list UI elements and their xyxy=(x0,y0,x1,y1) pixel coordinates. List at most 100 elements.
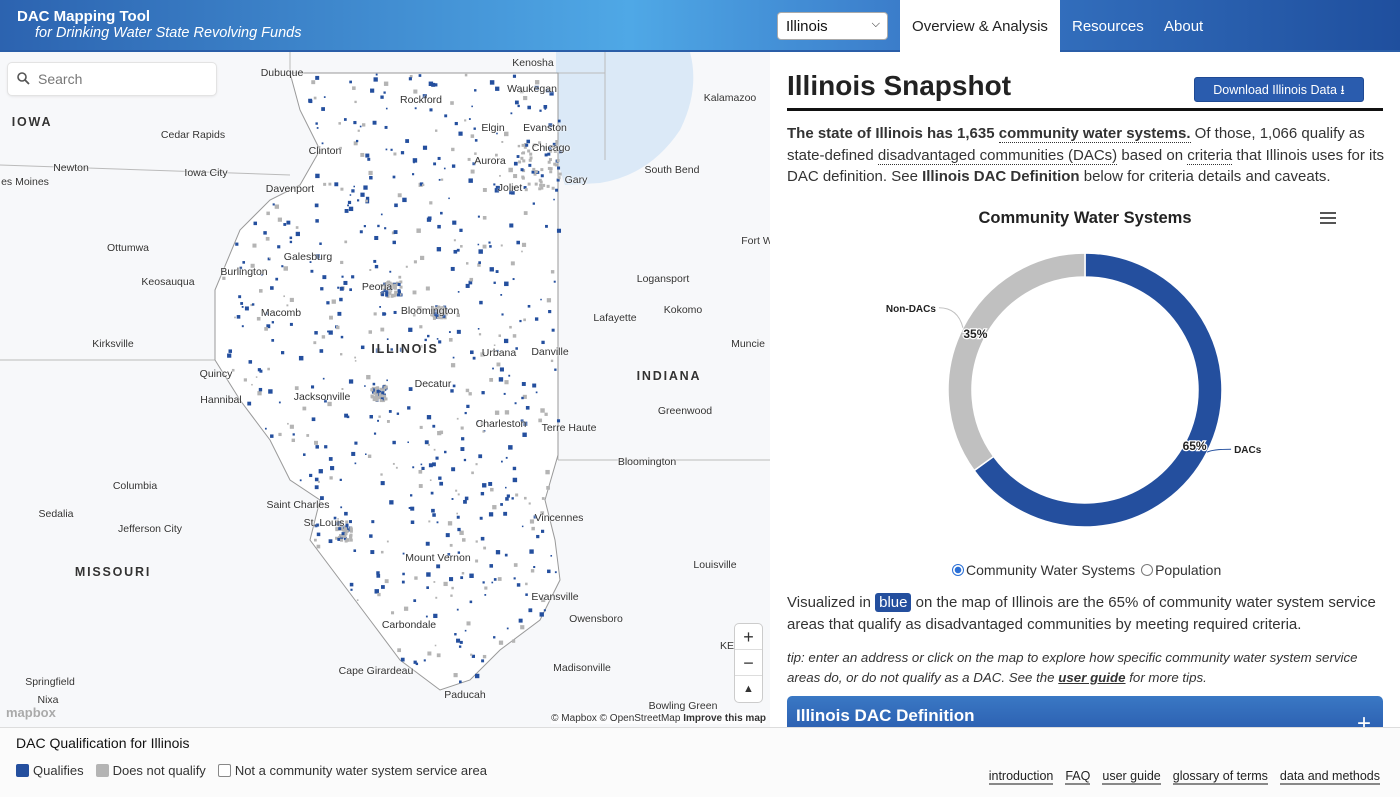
service-area xyxy=(277,217,282,222)
compass-button[interactable]: ▲ xyxy=(743,683,754,695)
service-area xyxy=(340,520,344,524)
service-area xyxy=(351,189,355,193)
service-area xyxy=(430,305,434,309)
service-area xyxy=(315,122,318,125)
service-area xyxy=(371,395,375,399)
link-glossary[interactable]: glossary of terms xyxy=(1172,769,1268,785)
service-area xyxy=(555,142,559,146)
tab-about[interactable]: About xyxy=(1164,17,1204,35)
service-area xyxy=(351,451,356,456)
service-area xyxy=(456,313,460,317)
user-guide-link[interactable]: user guide xyxy=(1058,670,1126,685)
service-area xyxy=(540,511,545,516)
cws-term-link[interactable]: community water systems. xyxy=(998,125,1191,143)
map-label: Rockford xyxy=(399,94,443,106)
service-area xyxy=(459,228,463,232)
state-select-value: Illinois xyxy=(786,18,828,35)
service-area xyxy=(533,143,537,147)
app-subtitle: for Drinking Water State Revolving Funds xyxy=(35,25,302,41)
legend: Qualifies Does not qualify Not a communi… xyxy=(16,763,499,778)
definition-accordion[interactable]: Illinois DAC Definition + xyxy=(787,696,1383,727)
service-area xyxy=(475,540,478,543)
state-select[interactable]: Illinois ⌵ xyxy=(777,12,888,40)
service-area xyxy=(373,259,377,263)
service-area xyxy=(546,298,552,303)
service-area xyxy=(481,391,485,395)
service-area xyxy=(350,588,353,591)
map-label: Decatur xyxy=(414,378,452,390)
legend-not-qualify: Does not qualify xyxy=(112,763,206,778)
service-area xyxy=(340,187,344,191)
expand-icon[interactable]: + xyxy=(1356,710,1371,727)
service-area xyxy=(323,399,327,403)
service-area xyxy=(402,572,405,576)
map-label: Waukegan xyxy=(507,83,557,95)
service-area xyxy=(343,537,347,541)
service-area xyxy=(422,145,428,150)
radio-cws[interactable]: Community Water Systems xyxy=(952,562,1135,578)
service-area xyxy=(495,550,501,555)
service-area xyxy=(266,324,271,329)
service-area xyxy=(338,535,342,539)
service-area xyxy=(480,536,485,541)
service-area xyxy=(234,316,236,319)
service-area xyxy=(543,146,547,150)
service-area xyxy=(528,608,533,613)
service-area xyxy=(437,224,441,229)
service-area xyxy=(556,228,562,233)
service-area xyxy=(456,248,460,252)
service-area xyxy=(390,348,393,351)
link-data-methods[interactable]: data and methods xyxy=(1279,769,1380,785)
dac-term-link[interactable]: disadvantaged communities (DACs) xyxy=(877,146,1118,165)
app-title: DAC Mapping Tool xyxy=(17,8,151,25)
map-canvas[interactable] xyxy=(0,52,770,727)
download-data-button[interactable]: Download Illinois Data ⭳ xyxy=(1194,77,1364,102)
link-user-guide[interactable]: user guide xyxy=(1102,769,1161,785)
attribution-text[interactable]: © Mapbox © OpenStreetMap xyxy=(551,713,681,724)
service-area xyxy=(450,363,456,368)
service-area xyxy=(360,345,365,350)
service-area xyxy=(472,162,476,166)
service-area xyxy=(394,290,398,294)
link-faq[interactable]: FAQ xyxy=(1065,769,1091,785)
mapbox-logo[interactable]: mapbox xyxy=(6,705,56,720)
link-introduction[interactable]: introduction xyxy=(988,769,1054,785)
service-area xyxy=(330,466,335,471)
service-area xyxy=(418,484,423,488)
service-area xyxy=(495,185,501,191)
service-area xyxy=(270,434,274,438)
service-area xyxy=(309,99,313,104)
service-area xyxy=(419,182,424,186)
zoom-in-button[interactable]: + xyxy=(735,624,762,650)
service-area xyxy=(550,359,554,363)
service-area xyxy=(436,338,439,340)
service-area xyxy=(345,520,349,524)
radio-population[interactable]: Population xyxy=(1141,562,1221,578)
service-area xyxy=(468,280,473,285)
map[interactable]: Kenosha Dubuque Waukegan Rockford Kalamazoo I… xyxy=(0,52,770,727)
service-area xyxy=(538,178,542,182)
service-area xyxy=(460,557,462,560)
service-area xyxy=(557,176,561,180)
criteria-link[interactable]: criteria xyxy=(1187,146,1233,165)
improve-map-link[interactable]: Improve this map xyxy=(683,713,766,724)
radio-button-selected[interactable] xyxy=(952,564,964,576)
service-area xyxy=(422,94,427,99)
zoom-out-button[interactable]: − xyxy=(735,650,762,676)
service-area xyxy=(527,149,531,153)
service-area xyxy=(505,486,507,489)
chart-menu-icon[interactable] xyxy=(1320,212,1336,227)
service-area xyxy=(517,144,521,148)
tab-resources[interactable]: Resources xyxy=(1072,17,1144,35)
download-icon: ⭳ xyxy=(1340,83,1345,97)
tab-overview[interactable]: Overview & Analysis xyxy=(900,0,1060,52)
radio-button[interactable] xyxy=(1141,564,1154,576)
service-area xyxy=(451,498,454,500)
map-label: Sedalia xyxy=(38,508,74,520)
service-area xyxy=(362,123,366,127)
search-input[interactable]: Search xyxy=(8,63,216,95)
service-area xyxy=(243,378,247,382)
service-area xyxy=(529,156,533,160)
service-area xyxy=(369,534,373,538)
service-area xyxy=(521,143,525,147)
